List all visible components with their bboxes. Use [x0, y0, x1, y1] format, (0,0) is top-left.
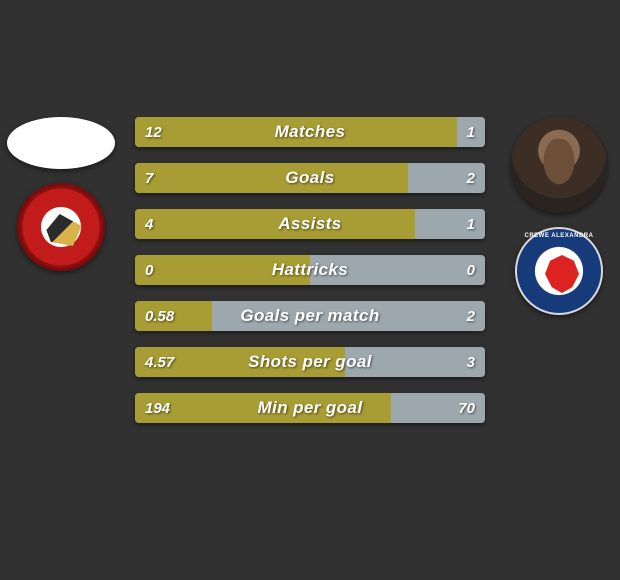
stat-value-left: 0.58	[145, 308, 174, 325]
stat-value-right: 2	[467, 170, 475, 187]
stats-bars-container: Matches12 1 Goals7 2 Assists4 1 Hattricks0 0 Goa…	[135, 117, 485, 423]
right-player-column	[504, 117, 614, 315]
stat-value-right: 70	[458, 400, 475, 417]
stat-value-right: 3	[467, 354, 475, 371]
stat-value-left: 4.57	[145, 354, 174, 371]
left-player-column	[6, 117, 116, 271]
stat-label: Assists	[135, 214, 485, 234]
stat-row: Assists4 1	[135, 209, 485, 239]
stat-row: Min per goal194 70	[135, 393, 485, 423]
content-area: Matches12 1 Goals7 2 Assists4 1 Hattricks0 0 Goa…	[0, 117, 620, 423]
player2-avatar	[511, 117, 607, 213]
stat-label: Goals	[135, 168, 485, 188]
player2-club-badge	[515, 227, 603, 315]
stat-row: Hattricks0 0	[135, 255, 485, 285]
stat-row: Goals per match0.58 2	[135, 301, 485, 331]
player1-avatar-placeholder	[7, 117, 115, 169]
player1-club-badge	[17, 183, 105, 271]
stat-label: Hattricks	[135, 260, 485, 280]
stat-value-right: 1	[467, 124, 475, 141]
stat-value-right: 0	[467, 262, 475, 279]
stat-label: Matches	[135, 122, 485, 142]
stat-row: Shots per goal4.57 3	[135, 347, 485, 377]
stat-value-left: 7	[145, 170, 153, 187]
stat-label: Goals per match	[135, 306, 485, 326]
stat-row: Goals7 2	[135, 163, 485, 193]
stat-label: Shots per goal	[135, 352, 485, 372]
stat-value-left: 12	[145, 124, 162, 141]
stat-label: Min per goal	[135, 398, 485, 418]
stat-value-right: 2	[467, 308, 475, 325]
stat-value-left: 4	[145, 216, 153, 233]
stat-row: Matches12 1	[135, 117, 485, 147]
stat-value-right: 1	[467, 216, 475, 233]
stat-value-left: 0	[145, 262, 153, 279]
stat-value-left: 194	[145, 400, 170, 417]
